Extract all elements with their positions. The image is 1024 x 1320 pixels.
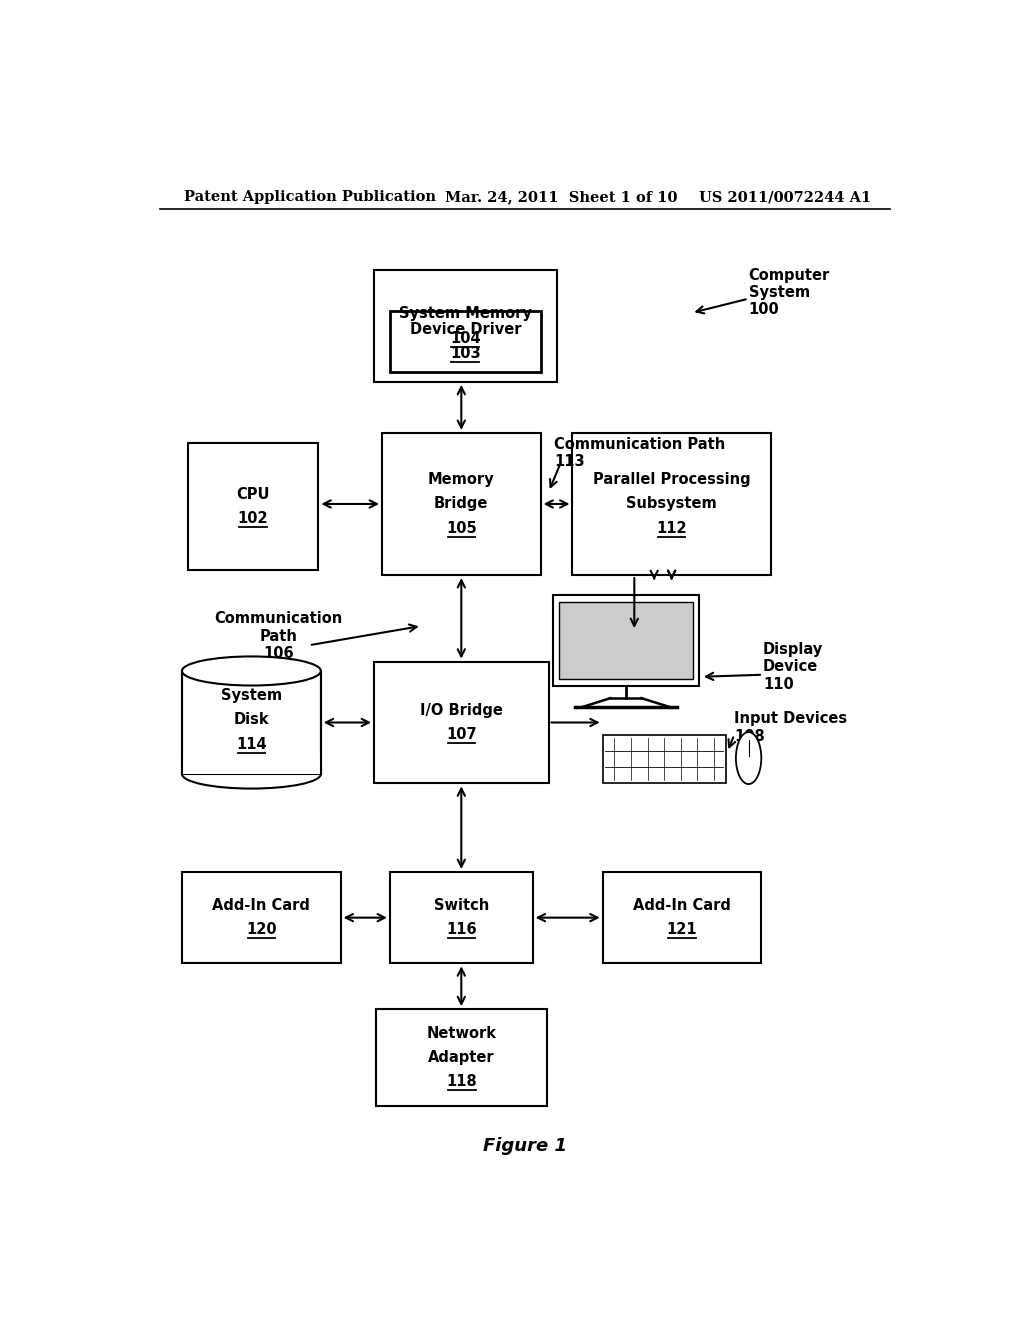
Text: Computer
System
100: Computer System 100	[749, 268, 829, 318]
Text: Display
Device
110: Display Device 110	[763, 642, 823, 692]
Text: I/O Bridge: I/O Bridge	[420, 702, 503, 718]
Text: 102: 102	[238, 511, 268, 527]
Text: Disk: Disk	[233, 713, 269, 727]
Text: Communication Path
113: Communication Path 113	[554, 437, 725, 470]
Text: Figure 1: Figure 1	[482, 1138, 567, 1155]
FancyBboxPatch shape	[382, 433, 541, 576]
Text: 104: 104	[450, 331, 480, 346]
Text: 120: 120	[246, 923, 276, 937]
Text: Add-In Card: Add-In Card	[212, 898, 310, 913]
Text: Patent Application Publication: Patent Application Publication	[183, 190, 435, 205]
FancyBboxPatch shape	[182, 671, 321, 774]
Text: Add-In Card: Add-In Card	[633, 898, 731, 913]
Text: Communication
Path
106: Communication Path 106	[215, 611, 343, 661]
FancyBboxPatch shape	[572, 433, 771, 576]
Text: 112: 112	[656, 521, 687, 536]
Text: 116: 116	[446, 923, 476, 937]
FancyBboxPatch shape	[374, 271, 557, 381]
Ellipse shape	[182, 656, 321, 685]
FancyBboxPatch shape	[182, 873, 341, 964]
FancyBboxPatch shape	[602, 735, 726, 784]
FancyBboxPatch shape	[559, 602, 693, 678]
Text: 107: 107	[446, 727, 476, 742]
Text: Input Devices
108: Input Devices 108	[734, 711, 848, 743]
Text: 121: 121	[667, 923, 697, 937]
FancyBboxPatch shape	[390, 873, 532, 964]
Ellipse shape	[736, 733, 761, 784]
Text: System Memory: System Memory	[398, 306, 531, 321]
Text: 103: 103	[450, 346, 480, 362]
Text: Subsystem: Subsystem	[627, 496, 717, 511]
Text: Parallel Processing: Parallel Processing	[593, 473, 751, 487]
Text: Network: Network	[427, 1026, 497, 1040]
Text: 118: 118	[446, 1074, 477, 1089]
Text: 105: 105	[445, 521, 477, 536]
Text: Adapter: Adapter	[428, 1049, 495, 1065]
Text: Switch: Switch	[434, 898, 488, 913]
Text: Memory: Memory	[428, 473, 495, 487]
Text: CPU: CPU	[237, 487, 269, 502]
Text: Mar. 24, 2011  Sheet 1 of 10: Mar. 24, 2011 Sheet 1 of 10	[445, 190, 678, 205]
Text: Bridge: Bridge	[434, 496, 488, 511]
FancyBboxPatch shape	[374, 661, 549, 784]
FancyBboxPatch shape	[553, 595, 699, 686]
Ellipse shape	[182, 759, 321, 788]
FancyBboxPatch shape	[390, 312, 541, 372]
FancyBboxPatch shape	[602, 873, 761, 964]
FancyBboxPatch shape	[187, 444, 318, 570]
Text: US 2011/0072244 A1: US 2011/0072244 A1	[699, 190, 871, 205]
Text: System: System	[221, 688, 282, 704]
Text: 114: 114	[237, 737, 266, 752]
FancyBboxPatch shape	[181, 758, 322, 774]
FancyBboxPatch shape	[377, 1008, 547, 1106]
Text: Device Driver: Device Driver	[410, 322, 521, 337]
